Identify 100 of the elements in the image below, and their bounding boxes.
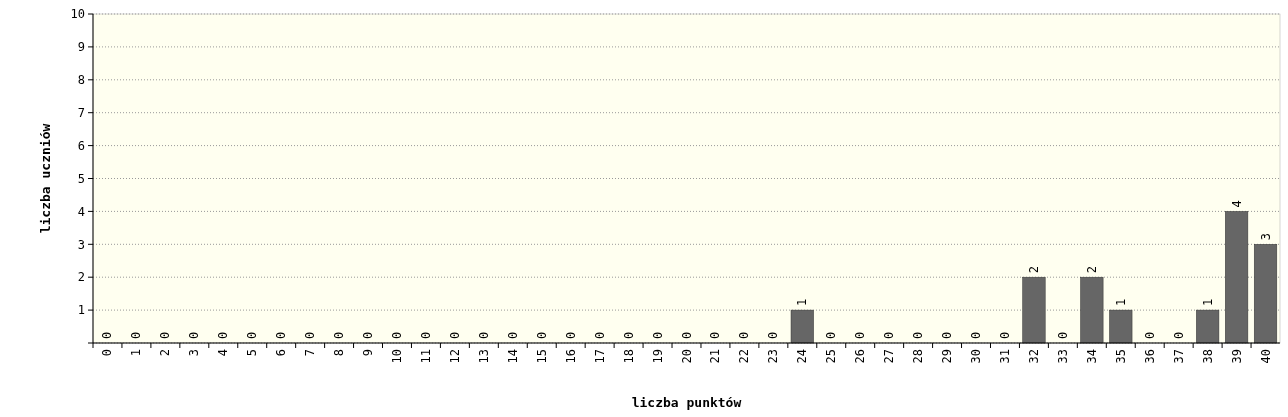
data-label: 0 [650,331,665,339]
data-label: 1 [1113,298,1128,307]
data-label: 0 [997,331,1012,339]
data-label: 0 [389,331,404,339]
data-label: 0 [940,331,955,339]
x-tick-label: 20 [679,349,694,364]
data-label: 0 [245,331,260,339]
bar [1225,211,1249,344]
bar [1080,276,1104,344]
data-label: 0 [621,331,636,339]
x-tick-label: 0 [100,349,115,357]
data-label: 2 [1084,265,1099,274]
x-tick-label: 10 [389,349,404,364]
y-tick-label: 4 [77,204,85,219]
data-label: 0 [361,331,376,339]
data-label: 0 [592,331,607,339]
data-label: 0 [274,331,289,339]
x-tick-label: 36 [1142,349,1157,364]
x-tick-label: 23 [766,349,781,364]
x-tick-label: 28 [911,349,926,364]
data-label: 3 [1258,233,1273,241]
x-tick-label: 13 [476,349,491,364]
data-label: 0 [911,331,926,339]
x-tick-label: 7 [303,349,318,357]
x-axis-title: liczba punktów [631,395,742,410]
data-label: 0 [969,331,984,339]
bar [1109,309,1133,344]
data-label: 0 [1142,331,1157,339]
x-tick-label: 24 [795,349,810,364]
x-tick-label: 35 [1113,349,1128,364]
data-label: 0 [1171,331,1186,339]
data-label: 0 [853,331,868,339]
y-tick-label: 9 [77,40,85,55]
x-tick-label: 9 [361,349,376,357]
x-tick-label: 21 [708,349,723,364]
y-tick-label: 7 [77,105,85,120]
x-tick-label: 18 [621,349,636,364]
data-label: 0 [332,331,347,339]
data-label: 4 [1229,200,1244,208]
bar [1253,244,1278,344]
x-tick-label: 12 [447,349,462,364]
x-tick-label: 27 [882,349,897,364]
data-label: 2 [1026,265,1041,274]
data-label: 0 [737,331,752,339]
y-tick-label: 5 [77,171,85,186]
y-tick-label: 8 [77,73,85,87]
x-tick-label: 5 [245,349,260,357]
y-tick-label: 3 [77,237,85,252]
x-tick-label: 15 [534,349,549,364]
data-label: 0 [708,331,723,339]
data-label: 0 [158,331,173,339]
x-tick-label: 17 [592,349,607,364]
x-tick-label: 11 [418,349,433,364]
bar [1022,276,1046,344]
data-label: 0 [679,331,694,339]
data-label: 0 [418,331,433,339]
x-tick-label: 40 [1258,349,1273,364]
data-label: 0 [216,331,231,339]
data-label: 0 [824,331,839,339]
y-tick-label: 10 [70,7,85,22]
data-label: 0 [505,331,520,339]
data-label: 0 [766,331,781,339]
x-tick-label: 6 [274,349,289,357]
data-label: 0 [534,331,549,339]
data-label: 1 [795,298,810,307]
x-tick-label: 16 [563,349,578,364]
data-label: 0 [100,331,115,339]
x-tick-label: 19 [650,349,665,364]
x-tick-label: 38 [1200,349,1215,364]
x-tick-label: 3 [187,349,202,357]
y-tick-label: 2 [77,270,85,285]
data-label: 0 [882,331,897,339]
x-tick-label: 30 [969,349,984,364]
x-tick-label: 33 [1055,349,1070,364]
x-tick-label: 31 [997,349,1012,364]
data-label: 0 [563,331,578,339]
x-tick-label: 39 [1229,349,1244,364]
y-axis-title: liczba uczniów [38,123,53,234]
x-tick-label: 1 [129,349,144,357]
data-label: 1 [1200,298,1215,307]
x-tick-label: 37 [1171,349,1186,364]
x-tick-label: 8 [332,349,347,357]
x-tick-label: 26 [853,349,868,364]
x-tick-label: 2 [158,349,173,357]
x-tick-label: 4 [216,349,231,357]
data-label: 0 [447,331,462,339]
x-tick-label: 29 [940,349,955,364]
data-label: 0 [303,331,318,339]
bar [1196,309,1220,344]
data-label: 0 [476,331,491,339]
bar [790,309,814,344]
x-tick-label: 22 [737,349,752,364]
x-tick-label: 14 [505,349,520,364]
x-tick-label: 34 [1084,349,1099,364]
y-tick-label: 1 [77,303,85,318]
data-label: 0 [1055,331,1070,339]
data-label: 0 [187,331,202,339]
x-tick-label: 25 [824,349,839,364]
y-tick-label: 6 [77,138,85,153]
x-tick-label: 32 [1026,349,1041,364]
